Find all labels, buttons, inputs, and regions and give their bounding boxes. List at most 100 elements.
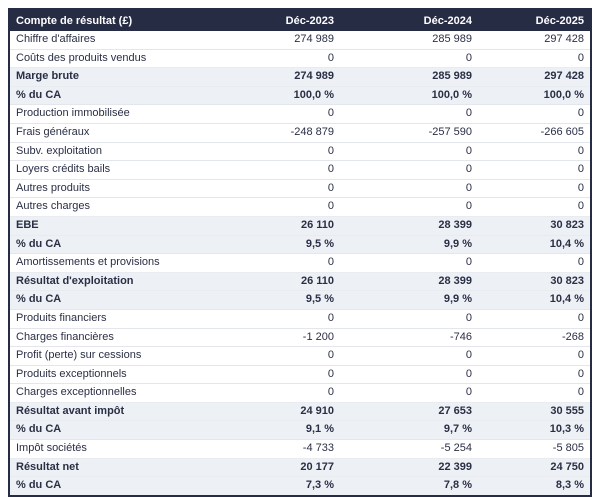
table-row: Impôt sociétés -4 733 -5 254 -5 805 xyxy=(10,439,590,459)
table-title: Compte de résultat (£) xyxy=(10,10,200,31)
row-value: 8,3 % xyxy=(478,476,590,495)
table-row: Résultat net 20 177 22 399 24 750 xyxy=(10,457,590,477)
table-row: Coûts des produits vendus 0 0 0 xyxy=(10,48,590,68)
table-row: % du CA 9,5 % 9,9 % 10,4 % xyxy=(10,290,590,310)
row-value: 0 xyxy=(340,141,478,161)
row-value: 100,0 % xyxy=(200,85,340,105)
income-statement-table: Compte de résultat (£) Déc-2023 Déc-2024… xyxy=(8,8,592,497)
table-row: Autres produits 0 0 0 xyxy=(10,178,590,198)
row-value: 0 xyxy=(478,364,590,384)
row-label: Résultat d'exploitation xyxy=(10,271,200,291)
table-row: Résultat avant impôt 24 910 27 653 30 55… xyxy=(10,401,590,421)
row-value: 9,7 % xyxy=(340,420,478,440)
table-row: Autres charges 0 0 0 xyxy=(10,197,590,217)
row-value: 0 xyxy=(200,178,340,198)
row-label: Loyers crédits bails xyxy=(10,160,200,180)
row-value: 274 989 xyxy=(200,67,340,87)
row-value: 0 xyxy=(478,346,590,366)
row-value: 0 xyxy=(200,308,340,328)
table-row: % du CA 9,1 % 9,7 % 10,3 % xyxy=(10,420,590,440)
row-value: 274 989 xyxy=(200,31,340,50)
row-value: 28 399 xyxy=(340,271,478,291)
column-header-dec-2025: Déc-2025 xyxy=(478,10,590,31)
table-row: Subv. exploitation 0 0 0 xyxy=(10,141,590,161)
row-value: 28 399 xyxy=(340,215,478,236)
row-value: 9,9 % xyxy=(340,290,478,310)
table-row: % du CA 100,0 % 100,0 % 100,0 % xyxy=(10,85,590,105)
row-value: 9,9 % xyxy=(340,234,478,254)
row-value: 26 110 xyxy=(200,215,340,236)
row-label: Résultat net xyxy=(10,457,200,477)
row-value: 0 xyxy=(478,141,590,161)
row-label: % du CA xyxy=(10,420,200,440)
row-value: 9,5 % xyxy=(200,290,340,310)
row-value: -268 xyxy=(478,327,590,347)
row-value: 10,3 % xyxy=(478,420,590,440)
row-value: 26 110 xyxy=(200,271,340,291)
row-label: EBE xyxy=(10,215,200,236)
row-value: 0 xyxy=(200,160,340,180)
row-value: 0 xyxy=(340,197,478,217)
row-value: 0 xyxy=(340,178,478,198)
row-value: 285 989 xyxy=(340,31,478,50)
column-header-dec-2023: Déc-2023 xyxy=(200,10,340,31)
row-value: 0 xyxy=(478,308,590,328)
table-row: Produits exceptionnels 0 0 0 xyxy=(10,364,590,384)
row-label: Chiffre d'affaires xyxy=(10,31,200,50)
row-value: 297 428 xyxy=(478,31,590,50)
table-row: Charges financières -1 200 -746 -268 xyxy=(10,327,590,347)
table-row: Chiffre d'affaires 274 989 285 989 297 4… xyxy=(10,31,590,50)
row-label: Amortissements et provisions xyxy=(10,253,200,273)
row-value: 0 xyxy=(200,364,340,384)
row-value: 0 xyxy=(478,197,590,217)
row-value: 285 989 xyxy=(340,67,478,87)
row-value: 0 xyxy=(340,364,478,384)
column-header-dec-2024: Déc-2024 xyxy=(340,10,478,31)
row-value: 0 xyxy=(478,383,590,403)
table-row: Résultat d'exploitation 26 110 28 399 30… xyxy=(10,271,590,291)
row-value: 20 177 xyxy=(200,457,340,477)
row-label: % du CA xyxy=(10,85,200,105)
row-value: -248 879 xyxy=(200,122,340,143)
row-value: -1 200 xyxy=(200,327,340,347)
row-label: Frais généraux xyxy=(10,122,200,143)
row-value: 0 xyxy=(340,308,478,328)
row-value: 0 xyxy=(478,160,590,180)
row-value: -266 605 xyxy=(478,122,590,143)
row-value: 30 823 xyxy=(478,215,590,236)
row-value: 30 555 xyxy=(478,401,590,421)
row-value: 10,4 % xyxy=(478,234,590,254)
row-value: -257 590 xyxy=(340,122,478,143)
row-value: 24 910 xyxy=(200,401,340,421)
table-row: Marge brute 274 989 285 989 297 428 xyxy=(10,67,590,87)
row-value: 100,0 % xyxy=(340,85,478,105)
row-label: Profit (perte) sur cessions xyxy=(10,346,200,366)
table-body: Chiffre d'affaires 274 989 285 989 297 4… xyxy=(10,31,590,495)
row-value: 7,8 % xyxy=(340,476,478,495)
row-label: Impôt sociétés xyxy=(10,439,200,459)
row-value: 10,4 % xyxy=(478,290,590,310)
row-value: 0 xyxy=(478,253,590,273)
row-value: -5 254 xyxy=(340,439,478,459)
table-row: Loyers crédits bails 0 0 0 xyxy=(10,160,590,180)
row-value: 7,3 % xyxy=(200,476,340,495)
table-header: Compte de résultat (£) Déc-2023 Déc-2024… xyxy=(10,10,590,31)
row-label: % du CA xyxy=(10,476,200,495)
row-value: 9,1 % xyxy=(200,420,340,440)
table-row: Charges exceptionnelles 0 0 0 xyxy=(10,383,590,403)
table-row: Produits financiers 0 0 0 xyxy=(10,308,590,328)
row-value: 297 428 xyxy=(478,67,590,87)
row-value: 9,5 % xyxy=(200,234,340,254)
row-label: Résultat avant impôt xyxy=(10,401,200,421)
table-row: Amortissements et provisions 0 0 0 xyxy=(10,253,590,273)
table-row: Profit (perte) sur cessions 0 0 0 xyxy=(10,346,590,366)
row-label: Marge brute xyxy=(10,67,200,87)
row-value: 0 xyxy=(340,253,478,273)
row-value: 0 xyxy=(340,346,478,366)
row-value: 0 xyxy=(200,197,340,217)
row-label: Autres charges xyxy=(10,197,200,217)
row-value: 0 xyxy=(200,346,340,366)
row-value: 0 xyxy=(478,178,590,198)
row-label: Subv. exploitation xyxy=(10,141,200,161)
row-value: 30 823 xyxy=(478,271,590,291)
